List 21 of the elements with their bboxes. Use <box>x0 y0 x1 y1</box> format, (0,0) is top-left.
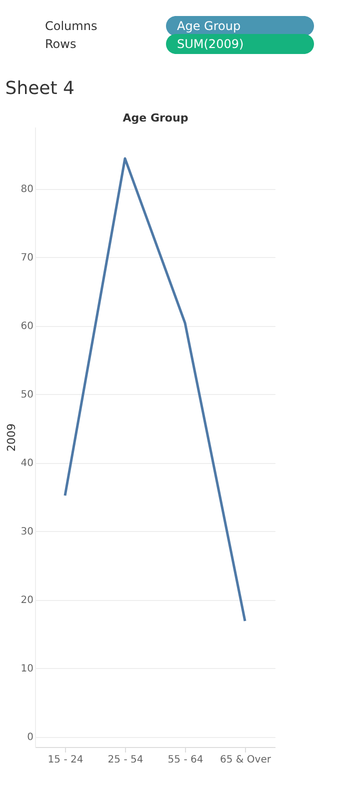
text: Rows <box>45 37 76 51</box>
y-tick-label: 10 <box>20 664 34 675</box>
x-tick-label: 25 - 54 <box>108 754 144 766</box>
x-tick-label: 55 - 64 <box>168 754 204 766</box>
x-tick-label: 65 & Over <box>220 754 272 766</box>
y-axis-title: 2009 <box>4 424 18 452</box>
y-tick-label: 30 <box>20 526 34 538</box>
text: Age Group <box>177 19 241 33</box>
chart-title: Sheet 4 <box>5 78 74 99</box>
x-axis-title: Age Group <box>122 112 188 124</box>
line-series <box>64 157 246 622</box>
y-tick-label: 50 <box>20 390 34 401</box>
y-tick-label: 70 <box>20 252 34 264</box>
y-tick-label: 20 <box>20 595 34 606</box>
text: SUM(2009) <box>177 37 244 51</box>
y-tick-label: 80 <box>20 184 34 196</box>
y-tick-label: 60 <box>20 321 34 332</box>
y-tick-label: 0 <box>27 732 34 744</box>
y-tick-label: 40 <box>20 458 34 470</box>
x-tick-label: 15 - 24 <box>48 754 84 766</box>
text: Columns <box>45 19 98 33</box>
